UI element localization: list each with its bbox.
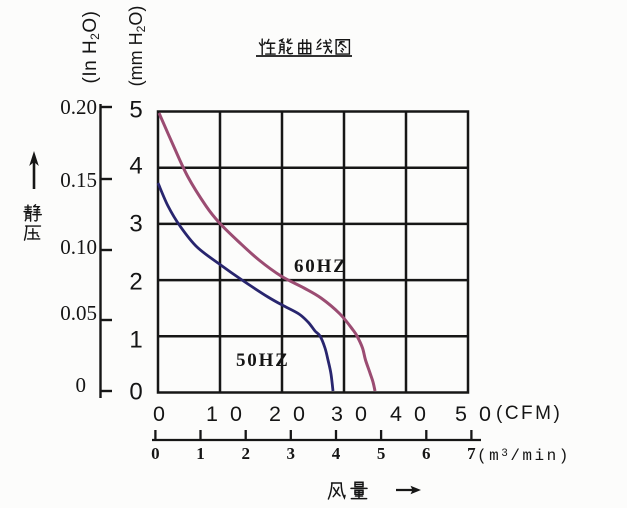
- svg-text:(CFM): (CFM): [496, 403, 562, 424]
- svg-text:0.20: 0.20: [60, 95, 97, 119]
- svg-text:0: 0: [129, 379, 142, 406]
- svg-text:5: 5: [377, 444, 386, 463]
- svg-text:30: 30: [331, 402, 379, 426]
- svg-text:6: 6: [422, 444, 431, 463]
- svg-text:0: 0: [76, 373, 87, 397]
- svg-text:2: 2: [129, 269, 142, 296]
- svg-text:50: 50: [455, 402, 503, 426]
- svg-text:1: 1: [196, 444, 205, 463]
- svg-text:2: 2: [241, 444, 250, 463]
- svg-text:0.10: 0.10: [60, 235, 97, 259]
- svg-text:60HZ: 60HZ: [294, 256, 348, 277]
- svg-text:(mm H2O): (mm H2O): [126, 6, 148, 87]
- svg-text:50HZ: 50HZ: [236, 350, 290, 371]
- svg-text:0: 0: [153, 402, 177, 426]
- svg-text:(In H2O): (In H2O): [80, 11, 102, 84]
- svg-text:3: 3: [129, 211, 142, 238]
- svg-text:3: 3: [287, 444, 296, 463]
- svg-text:0.05: 0.05: [60, 301, 97, 325]
- svg-text:4: 4: [332, 444, 341, 463]
- svg-text:7: 7: [467, 444, 476, 463]
- svg-text:10: 10: [206, 402, 254, 426]
- svg-text:(m3/min): (m3/min): [477, 447, 571, 465]
- svg-text:4: 4: [129, 153, 142, 180]
- svg-text:1: 1: [129, 327, 142, 354]
- svg-text:5: 5: [129, 97, 142, 124]
- svg-text:0.15: 0.15: [60, 168, 97, 192]
- svg-text:20: 20: [269, 402, 317, 426]
- svg-text:0: 0: [151, 444, 160, 463]
- svg-text:40: 40: [390, 402, 438, 426]
